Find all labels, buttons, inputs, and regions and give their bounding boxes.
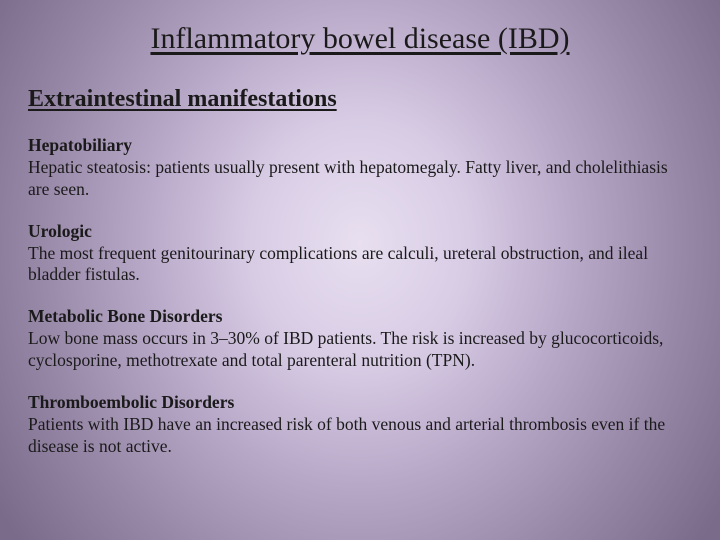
section-heading: Urologic	[28, 221, 692, 243]
slide-title: Inflammatory bowel disease (IBD)	[28, 22, 692, 56]
section-thromboembolic: Thromboembolic Disorders Patients with I…	[28, 392, 692, 458]
section-heading: Thromboembolic Disorders	[28, 392, 692, 414]
section-body: Low bone mass occurs in 3–30% of IBD pat…	[28, 328, 692, 372]
section-body: The most frequent genitourinary complica…	[28, 243, 692, 287]
section-body: Hepatic steatosis: patients usually pres…	[28, 157, 692, 201]
section-urologic: Urologic The most frequent genitourinary…	[28, 221, 692, 287]
section-body: Patients with IBD have an increased risk…	[28, 414, 692, 458]
section-hepatobiliary: Hepatobiliary Hepatic steatosis: patient…	[28, 135, 692, 201]
section-heading: Metabolic Bone Disorders	[28, 306, 692, 328]
slide-subtitle: Extraintestinal manifestations	[28, 86, 692, 113]
section-heading: Hepatobiliary	[28, 135, 692, 157]
section-metabolic-bone: Metabolic Bone Disorders Low bone mass o…	[28, 306, 692, 372]
